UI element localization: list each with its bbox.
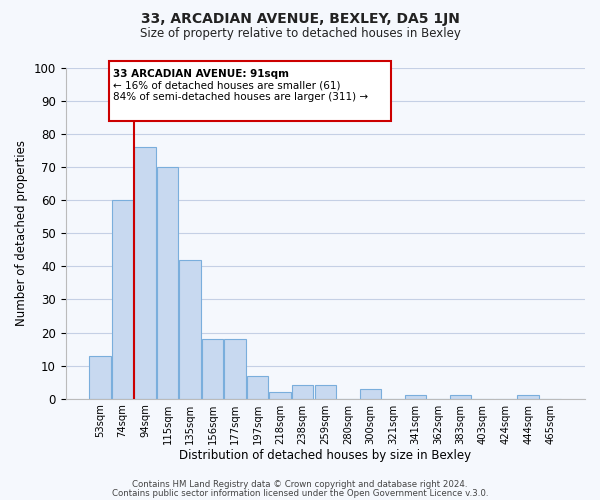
Y-axis label: Number of detached properties: Number of detached properties — [15, 140, 28, 326]
Text: 33, ARCADIAN AVENUE, BEXLEY, DA5 1JN: 33, ARCADIAN AVENUE, BEXLEY, DA5 1JN — [140, 12, 460, 26]
Text: Contains HM Land Registry data © Crown copyright and database right 2024.: Contains HM Land Registry data © Crown c… — [132, 480, 468, 489]
Bar — [202, 339, 223, 398]
FancyBboxPatch shape — [109, 61, 391, 120]
Bar — [134, 147, 155, 399]
Bar — [247, 376, 268, 398]
Bar — [359, 389, 381, 398]
Bar — [224, 339, 246, 398]
Bar — [292, 386, 313, 398]
Bar — [405, 396, 426, 398]
Text: ← 16% of detached houses are smaller (61)
84% of semi-detached houses are larger: ← 16% of detached houses are smaller (61… — [113, 80, 368, 102]
Bar — [269, 392, 291, 398]
Bar — [89, 356, 110, 399]
Bar — [314, 386, 336, 398]
Bar — [179, 260, 201, 398]
Bar — [112, 200, 133, 398]
Bar — [157, 167, 178, 398]
Bar — [450, 396, 471, 398]
Text: Size of property relative to detached houses in Bexley: Size of property relative to detached ho… — [140, 28, 460, 40]
X-axis label: Distribution of detached houses by size in Bexley: Distribution of detached houses by size … — [179, 450, 472, 462]
Text: 33 ARCADIAN AVENUE: 91sqm: 33 ARCADIAN AVENUE: 91sqm — [113, 70, 289, 80]
Bar — [517, 396, 539, 398]
Text: Contains public sector information licensed under the Open Government Licence v.: Contains public sector information licen… — [112, 488, 488, 498]
